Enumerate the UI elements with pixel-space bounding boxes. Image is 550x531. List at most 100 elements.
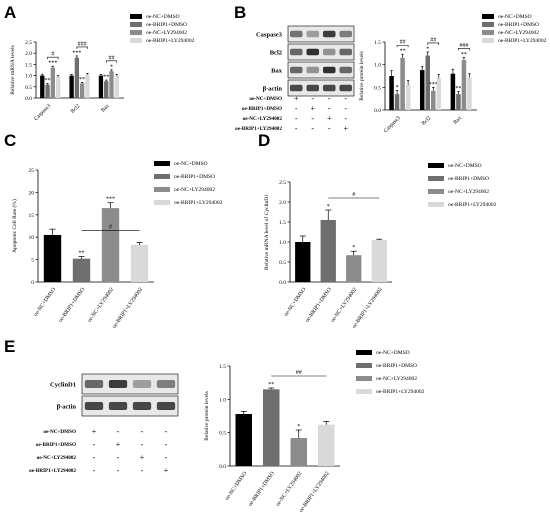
panel-e-legend-swatch — [356, 363, 372, 368]
panel-d-significance-mark: * — [327, 204, 330, 210]
panel-b-treatment-mark: + — [294, 94, 299, 103]
panel-letter-e: E — [4, 337, 15, 356]
panel-c-significance-mark: ** — [79, 250, 85, 256]
panel-a-y-axis-label: Relative mRNA levels — [10, 45, 16, 95]
panel-c-y-tick-label: 5 — [31, 258, 34, 264]
panel-e-western-blot: CyclinD1 β-actin oe-NC+DMSO + - - - oe-BRIP1+DM… — [29, 373, 179, 475]
panel-e-legend-label: oe-BRIP1+DMSO — [376, 363, 417, 369]
panel-e-bar — [290, 438, 307, 466]
panel-c-bar — [130, 244, 149, 282]
panel-b-y-axis-label: Relative protein levels — [359, 51, 365, 100]
panel-b-treatment-label: oe-BRIP1+DMSO — [242, 106, 282, 112]
panel-b-blot-frame — [287, 43, 355, 61]
panel-e-significance-mark: * — [297, 424, 300, 430]
panel-e-treatment-mark: - — [117, 453, 120, 462]
panel-c-legend-label: oe-BRIP1+DMSO — [174, 174, 215, 180]
panel-e-y-tick-label: 1.5 — [219, 364, 226, 370]
panel-a-bar — [40, 75, 45, 98]
panel-e-treatment-mark: - — [141, 427, 144, 436]
panel-b-blot-band — [339, 66, 353, 74]
panel-b-treatment-mark: - — [295, 124, 298, 133]
panel-e-blot-band — [156, 402, 176, 410]
panel-a-legend-swatch — [130, 30, 142, 35]
panel-c-bar — [101, 208, 120, 282]
panel-e-blot-band — [156, 380, 176, 388]
panel-b-legend-swatch — [482, 14, 494, 19]
panel-e-treatment-mark: + — [164, 466, 169, 475]
panel-e-treatment-mark: - — [93, 466, 96, 475]
panel-b-treatment-mark: - — [295, 114, 298, 123]
panel-d-legend-label: oe-NC+LY294002 — [448, 189, 489, 195]
panel-a-bar — [74, 57, 80, 98]
panel-b-blot-band — [322, 84, 336, 92]
panel-c-chart: 0 5 10 15 20 25 Apoptotic Cell Rate (%) oe-NC+D… — [11, 161, 223, 330]
panel-e-legend-label: oe-NC+LY294002 — [376, 376, 417, 382]
panel-a-y-tick-label: 1.5 — [25, 62, 32, 68]
panel-e-treatment-label: oe-NC+DMSO — [43, 429, 76, 435]
panel-a-bracket — [47, 56, 59, 60]
panel-d-bar — [295, 242, 311, 282]
panel-b-treatment-label: oe-NC+LY294002 — [243, 116, 283, 122]
panel-a-legend-swatch — [130, 38, 142, 43]
panel-b-blot-band — [322, 66, 336, 74]
panel-e-bar — [235, 414, 252, 466]
panel-b-bracket-label: ## — [430, 37, 436, 43]
panel-a-significance-mark: *** — [48, 61, 57, 67]
panel-c-legend-swatch — [154, 200, 170, 205]
panel-e-bar — [318, 424, 335, 466]
panel-d-y-tick-label: 1.0 — [279, 240, 286, 246]
panel-e-significance-mark: ** — [268, 382, 274, 388]
panel-b-y-tick-label: 0.0 — [374, 108, 381, 114]
panel-letter-b: B — [234, 3, 246, 22]
panel-e-x-tick-label: oe-NC+DMSO — [224, 471, 248, 502]
panel-b-treatment-mark: - — [344, 104, 347, 113]
panel-b-treatment-label: oe-NC+DMSO — [249, 96, 282, 102]
panel-e-legend-label: oe-BRIP1+LY294002 — [376, 389, 425, 395]
panel-d-bracket-label: # — [352, 192, 355, 198]
panel-b-bar — [405, 85, 411, 110]
panel-d-legend-swatch — [428, 163, 444, 168]
panel-b-blot-frame — [287, 79, 355, 97]
panel-b-bar — [400, 57, 405, 110]
panel-b-blot-band — [339, 30, 353, 38]
panel-b-treatment-mark: - — [311, 124, 314, 133]
panel-a-legend-label: oe-BRIP1+DMSO — [146, 22, 187, 28]
panel-a-bar — [98, 75, 104, 98]
panel-a-significance-mark: *** — [72, 50, 81, 56]
panel-b-bar — [389, 76, 394, 110]
panel-c-y-axis-label: Apoptotic Cell Rate (%) — [11, 199, 18, 253]
panel-c-x-tick-label: oe-NC+LY294002 — [87, 287, 116, 324]
panel-letter-a: A — [4, 3, 16, 22]
panel-b-blot-frame — [287, 25, 355, 43]
panel-d-legend-swatch — [428, 202, 444, 207]
panel-d-chart: 0.0 0.5 1.0 1.5 2.0 2.5 Relative mRNA level of… — [263, 163, 497, 330]
panel-a-x-tick-label: Bax — [100, 103, 111, 114]
panel-b-bar — [456, 94, 461, 110]
panel-a-x-tick-label: Caspase3 — [33, 103, 52, 122]
panel-b-treatment-mark: + — [343, 124, 348, 133]
panel-b-blot-band — [289, 66, 303, 74]
panel-a-legend-swatch — [130, 22, 142, 27]
panel-d-y-tick-label: 2.0 — [279, 200, 286, 206]
panel-e-treatment-mark: + — [92, 427, 97, 436]
panel-d-significance-mark: * — [352, 245, 355, 251]
panel-d-bar — [371, 240, 387, 282]
panel-b-treatment-mark: - — [328, 124, 331, 133]
panel-e-blot-band — [132, 402, 152, 410]
panel-b-x-tick-label: Caspase3 — [383, 115, 402, 134]
panel-e-blot-band — [84, 402, 104, 410]
panel-a-bar — [104, 81, 109, 98]
panel-b-x-tick-label: Bax — [453, 115, 464, 126]
panel-b-treatment-mark: - — [311, 94, 314, 103]
panel-a-bar — [114, 75, 119, 98]
panel-a-y-tick-label: 0.5 — [25, 85, 32, 91]
panel-b-bar — [436, 78, 442, 110]
panel-e-x-tick-label: oe-BRIP1+DMSO — [247, 471, 275, 508]
panel-a-x-tick-label: Bcl2 — [70, 103, 82, 115]
panel-b-bracket-label: ## — [400, 40, 406, 46]
panel-c-legend-swatch — [154, 187, 170, 192]
panel-a-legend-label: oe-BRIP1+LY294002 — [146, 38, 195, 44]
panel-a-legend-label: oe-NC+LY294002 — [146, 30, 187, 36]
